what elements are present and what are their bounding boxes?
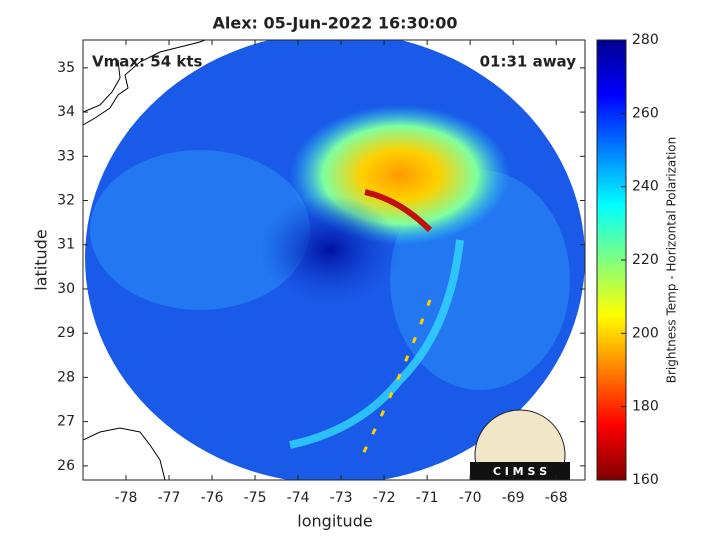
swath-feature xyxy=(90,150,310,310)
axes-frame xyxy=(82,39,586,481)
x-tick-label: -76 xyxy=(201,490,224,506)
annotation: Vmax: 54 kts xyxy=(92,53,202,71)
colorbar-tick-label: 220 xyxy=(632,252,659,268)
colorbar-tick-label: 280 xyxy=(632,32,659,48)
chart-title: Alex: 05-Jun-2022 16:30:00 xyxy=(213,14,458,33)
colorbar-tick-label: 200 xyxy=(632,325,659,341)
logo-bar xyxy=(470,462,570,480)
colorbar-label: Brightness Temp - Horizontal Polarizatio… xyxy=(665,137,679,384)
spiral-band xyxy=(358,299,432,461)
x-tick-label: -69 xyxy=(502,490,525,506)
colorbar-tick-label: 160 xyxy=(632,472,659,488)
x-tick-label: -77 xyxy=(158,490,181,506)
colorbar-tick-label: 180 xyxy=(632,399,659,415)
annotation: 01:31 away xyxy=(480,53,577,71)
x-tick-label: -71 xyxy=(416,490,439,506)
y-tick-label: 34 xyxy=(57,104,75,120)
y-tick-label: 35 xyxy=(57,60,75,76)
center xyxy=(260,195,400,305)
image-layer: C I M S S xyxy=(83,40,585,480)
x-tick-label: -78 xyxy=(115,490,138,506)
x-tick-label: -73 xyxy=(330,490,353,506)
y-axis-label: latitude xyxy=(32,229,51,290)
y-tick-label: 28 xyxy=(57,369,75,385)
logo-badge xyxy=(474,409,566,480)
y-tick-label: 26 xyxy=(57,458,75,474)
y-tick-label: 27 xyxy=(57,414,75,430)
colorbar-tick-label: 240 xyxy=(632,179,659,195)
spiral-band xyxy=(289,239,464,449)
coastline xyxy=(83,59,121,113)
rain-band xyxy=(364,189,433,233)
y-tick-label: 33 xyxy=(57,148,75,164)
x-tick-label: -72 xyxy=(373,490,396,506)
x-tick-label: -70 xyxy=(459,490,482,506)
y-tick-label: 30 xyxy=(57,281,75,297)
colorbar-tick-label: 260 xyxy=(632,105,659,121)
coastline xyxy=(83,40,206,126)
x-axis-label: longitude xyxy=(297,512,372,531)
x-tick-label: -75 xyxy=(244,490,267,506)
coastline xyxy=(83,427,166,480)
x-tick-label: -74 xyxy=(287,490,310,506)
y-tick-label: 29 xyxy=(57,325,75,341)
y-tick-label: 31 xyxy=(57,237,75,253)
logo-text: C I M S S xyxy=(493,465,547,478)
x-tick-label: -68 xyxy=(545,490,568,506)
y-tick-label: 32 xyxy=(57,193,75,209)
